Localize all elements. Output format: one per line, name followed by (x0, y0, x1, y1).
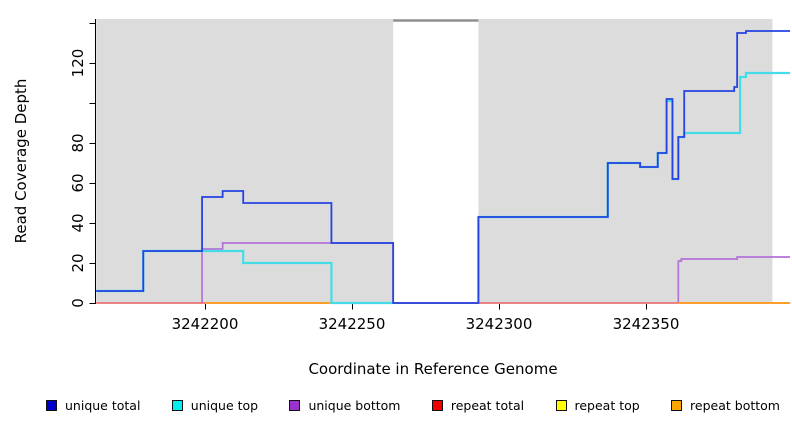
coverage-plot: 0 20 40 60 80 120 3242200 3242250 3242300 3242350 (69, 19, 791, 333)
legend-label-unique-total: unique total (65, 398, 141, 413)
y-tick-label: 60 (69, 173, 87, 192)
legend-item-repeat-total: repeat total (431, 398, 525, 413)
legend-swatch-unique-total (46, 400, 57, 411)
legend: unique total unique top unique bottom repea… (46, 398, 780, 413)
legend-label-repeat-top: repeat top (574, 398, 640, 413)
x-tick-label: 3242350 (613, 315, 680, 333)
x-tick-label: 3242200 (172, 315, 239, 333)
legend-label-repeat-bottom: repeat bottom (690, 398, 780, 413)
legend-item-unique-top: unique top (171, 398, 259, 413)
y-tick-label: 120 (69, 49, 87, 78)
legend-swatch-repeat-top (555, 400, 567, 411)
y-tick-label: 20 (69, 253, 87, 272)
legend-swatch-repeat-bottom (671, 400, 683, 411)
y-tick-label: 40 (69, 213, 87, 232)
x-tick-label: 3242300 (466, 315, 533, 333)
plot-background-region (478, 19, 773, 304)
legend-label-repeat-total: repeat total (450, 398, 525, 413)
legend-item-unique-bottom: unique bottom (289, 398, 401, 413)
legend-swatch-unique-top (171, 400, 183, 411)
x-tick-label: 3242250 (319, 315, 386, 333)
series-line-unique-bottom (677, 256, 791, 303)
legend-label-unique-top: unique top (190, 398, 259, 413)
legend-item-unique-total: unique total (46, 398, 140, 413)
y-tick-label: 0 (69, 298, 87, 308)
series-line-unique-total (96, 30, 791, 304)
x-axis-title: Coordinate in Reference Genome (308, 360, 558, 378)
legend-swatch-repeat-total (431, 400, 443, 411)
legend-item-repeat-bottom: repeat bottom (671, 398, 780, 413)
legend-item-repeat-top: repeat top (555, 398, 640, 413)
y-axis-title: Read Coverage Depth (12, 78, 30, 244)
legend-label-unique-bottom: unique bottom (308, 398, 401, 413)
legend-swatch-unique-bottom (289, 400, 301, 411)
plot-background-region (96, 19, 394, 304)
y-tick-label: 80 (69, 133, 87, 152)
